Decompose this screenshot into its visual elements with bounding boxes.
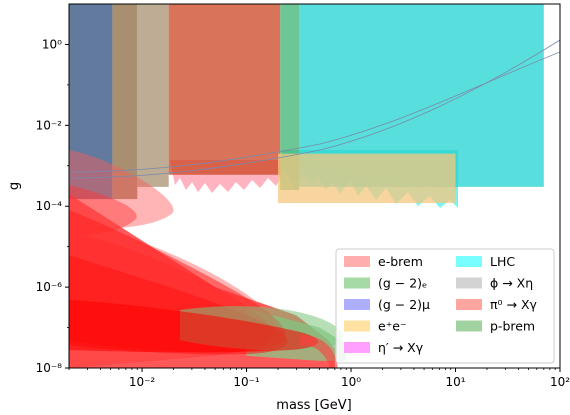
legend-swatch: [456, 277, 482, 289]
legend-swatch: [344, 320, 370, 332]
series-band-2: [137, 4, 169, 187]
x-tick-label: 10⁻¹: [233, 375, 260, 389]
y-tick-label: 10⁰: [42, 37, 62, 51]
x-tick-label: 10⁻²: [129, 375, 156, 389]
legend-label: π⁰ → Xγ: [490, 297, 538, 312]
series-band-6: [278, 153, 456, 203]
y-tick-label: 10⁻²: [36, 118, 63, 132]
y-tick-label: 10⁻⁸: [36, 361, 63, 375]
legend-swatch: [456, 256, 482, 267]
series-band-5: [299, 4, 544, 187]
x-tick-label: 10¹: [445, 375, 465, 389]
legend-label: LHC: [490, 254, 515, 269]
series-band-4: [280, 4, 300, 191]
plot-frame: [68, 3, 561, 369]
x-axis-label: mass [GeV]: [276, 398, 351, 413]
series-band-3: [168, 4, 281, 175]
legend-label: η′ → Xγ: [378, 340, 424, 355]
x-tick-label: 10²: [550, 375, 570, 389]
legend-label: e-brem: [378, 254, 423, 269]
y-axis-label: g: [7, 182, 22, 190]
pi0-lobe-5: [69, 300, 319, 353]
series-band-0: [69, 4, 113, 200]
y-axis-ticks: 10⁻⁸ 10⁻⁶ 10⁻⁴ 10⁻² 10⁰: [36, 37, 69, 375]
legend-swatch: [456, 299, 482, 310]
pi0-tail: [300, 335, 338, 368]
legend-swatch: [344, 277, 370, 289]
legend-swatch: [456, 320, 482, 332]
legend-label: (g − 2)μ: [378, 297, 430, 312]
legend-frame: [335, 248, 555, 364]
y-tick-label: 10⁻⁴: [36, 199, 63, 213]
legend-label: ϕ → Xη: [490, 276, 533, 291]
x-axis-ticks: 10⁻² 10⁻¹ 10⁰ 10¹ 10²: [68, 368, 570, 389]
legend-label: e⁺e⁻: [378, 319, 407, 334]
x-tick-label: 10⁰: [341, 375, 361, 389]
legend-label: (g − 2)ₑ: [378, 276, 427, 291]
sensitivity-curve-2: [69, 51, 560, 173]
legend-swatch: [344, 256, 370, 267]
legend-swatch: [344, 342, 370, 353]
legend-label: p-brem: [490, 319, 535, 334]
y-tick-label: 10⁻⁶: [36, 280, 63, 294]
legend: e-brem (g − 2)ₑ (g − 2)μ e⁺e⁻ η′ → Xγ LHC ϕ → …: [335, 248, 555, 364]
legend-swatch: [344, 299, 370, 310]
exclusion-regions: [69, 4, 560, 368]
series-band-1: [112, 4, 138, 200]
